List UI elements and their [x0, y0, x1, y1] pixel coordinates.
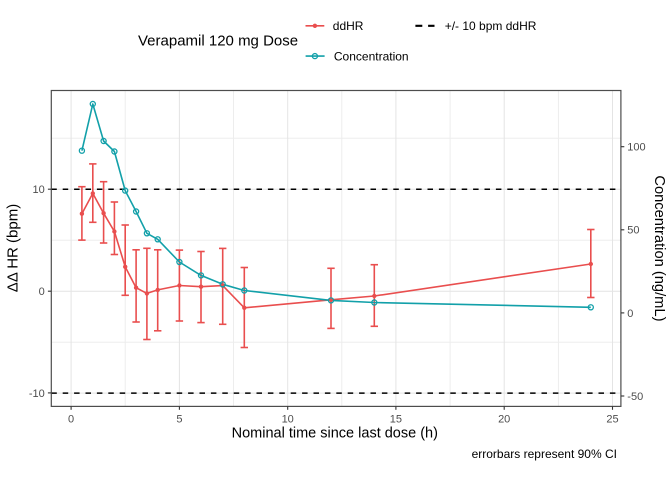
svg-text:Concentration: Concentration: [334, 49, 409, 63]
svg-text:20: 20: [498, 413, 510, 425]
svg-text:-10: -10: [29, 388, 45, 400]
svg-text:Nominal time since last dose (: Nominal time since last dose (h): [232, 426, 438, 442]
svg-text:errorbars represent 90% CI: errorbars represent 90% CI: [472, 447, 617, 461]
svg-text:Verapamil 120 mg Dose: Verapamil 120 mg Dose: [138, 33, 298, 50]
svg-text:Concentration (ng/mL): Concentration (ng/mL): [651, 175, 667, 321]
svg-text:25: 25: [606, 413, 618, 425]
svg-text:0: 0: [68, 413, 74, 425]
svg-text:5: 5: [176, 413, 182, 425]
svg-text:100: 100: [627, 142, 645, 154]
svg-text:15: 15: [390, 413, 402, 425]
svg-text:ΔΔ HR (bpm): ΔΔ HR (bpm): [5, 204, 22, 292]
svg-text:50: 50: [627, 225, 639, 237]
svg-text:10: 10: [33, 184, 45, 196]
svg-text:+/- 10 bpm ddHR: +/- 10 bpm ddHR: [445, 19, 537, 33]
svg-text:ddHR: ddHR: [333, 19, 364, 33]
svg-text:0: 0: [627, 308, 633, 320]
svg-text:-50: -50: [627, 391, 643, 403]
svg-text:0: 0: [39, 286, 45, 298]
svg-text:10: 10: [282, 413, 294, 425]
